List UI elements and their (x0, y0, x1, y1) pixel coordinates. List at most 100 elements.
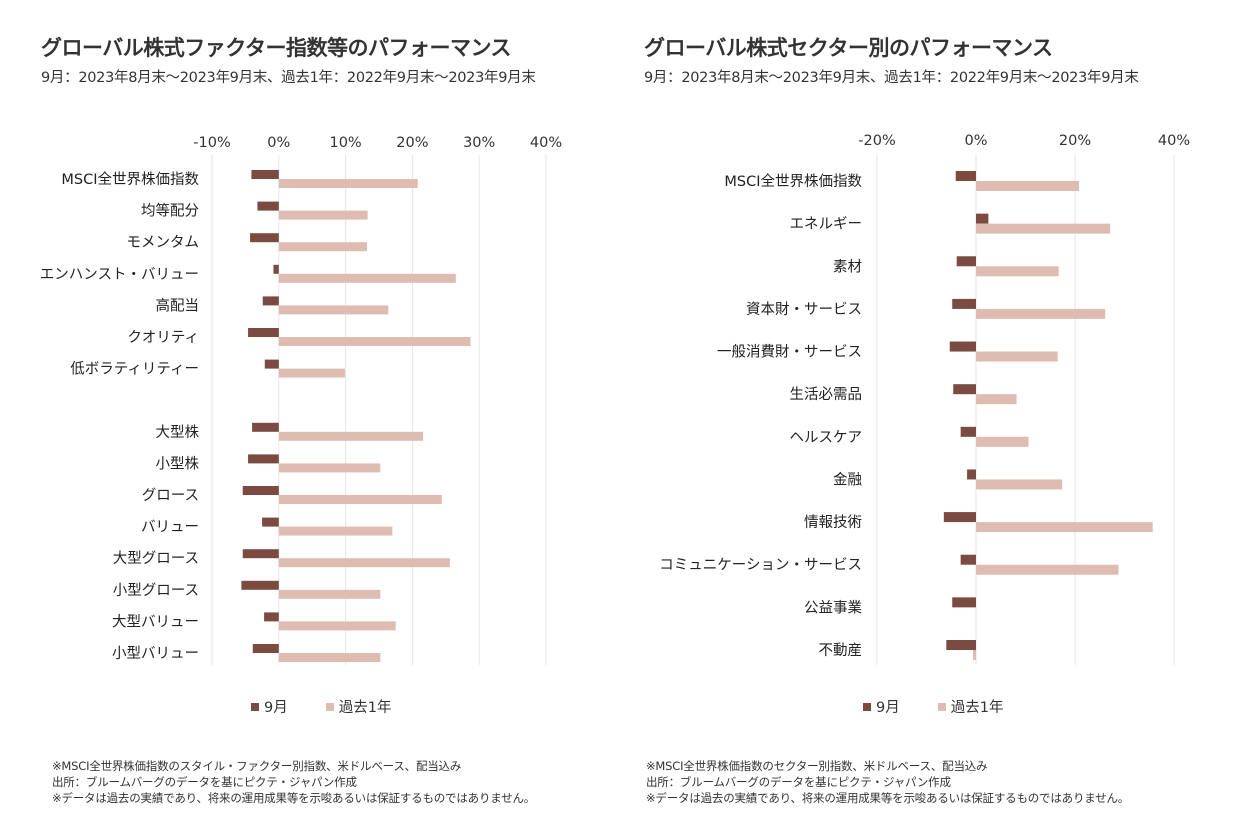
category-label: MSCI全世界株価指数 (724, 172, 862, 190)
x-tick-label: 40% (530, 135, 562, 151)
category-label: 小型グロース (113, 582, 199, 599)
bar-sep-公益事業 (952, 597, 976, 608)
bar-year-ヘルスケア (976, 436, 1029, 447)
legend-swatch-year (325, 702, 334, 711)
bar-sep-大型バリュー (264, 612, 279, 622)
bar-sep-エンハンスト・バリュー (273, 264, 279, 274)
bar-year-小型株 (278, 463, 381, 473)
x-tick-label: 20% (396, 135, 428, 151)
bar-year-エンハンスト・バリュー (278, 273, 456, 283)
factor-legend: 9月 過去1年 (251, 696, 429, 717)
category-label: 生活必需品 (790, 386, 863, 403)
legend-item-year: 過去1年 (325, 696, 392, 717)
bar-year-バリュー (278, 526, 393, 536)
factor-notes: ※MSCI全世界株価指数のスタイル・ファクター別指数、米ドルベース、配当込み 出… (52, 758, 535, 806)
bar-sep-生活必需品 (953, 384, 976, 395)
factor-chart-subtitle: 9月：2023年8月末～2023年9月末、過去1年：2022年9月末～2023年… (41, 70, 536, 86)
legend-swatch-year (937, 702, 946, 711)
category-label: 情報技術 (804, 514, 862, 531)
bar-sep-金融 (967, 469, 976, 480)
category-label: 不動産 (819, 642, 863, 659)
note-line: 出所：ブルームバーグのデータを基にピクテ・ジャパン作成 (52, 775, 357, 789)
legend-item-sep: 9月 (863, 696, 900, 717)
category-label: 素材 (833, 258, 862, 275)
legend-swatch-sep (251, 702, 259, 711)
bar-year-均等配分 (278, 210, 368, 220)
sector-panel: グローバル株式セクター別のパフォーマンス 9月：2023年8月末～2023年9月… (630, 0, 1259, 831)
bar-sep-ヘルスケア (960, 426, 976, 437)
bar-year-生活必需品 (976, 394, 1017, 405)
category-label: MSCI全世界株価指数 (61, 170, 199, 188)
sector-chart-subtitle: 9月：2023年8月末～2023年9月末、過去1年：2022年9月末～2023年… (644, 70, 1139, 86)
bar-sep-MSCI全世界株価指数 (955, 171, 976, 181)
bar-sep-不動産 (946, 640, 976, 650)
bar-sep-小型株 (248, 454, 279, 464)
bar-year-MSCI全世界株価指数 (976, 181, 1079, 191)
factor-chart-title: グローバル株式ファクター指数等のパフォーマンス (41, 36, 512, 60)
bar-sep-均等配分 (257, 201, 279, 211)
bar-sep-大型株 (252, 422, 279, 432)
bar-year-MSCI全世界株価指数 (278, 179, 418, 188)
category-label: コミュニケーション・サービス (659, 557, 862, 574)
bar-sep-モメンタム (250, 233, 279, 243)
category-label: 一般消費財・サービス (717, 344, 862, 361)
note-line: ※データは過去の実績であり、将来の運用成果等を示唆あるいは保証するものではありま… (646, 791, 1130, 805)
category-label: バリュー (141, 520, 199, 536)
sector-bar-chart: -20% 0% 20% 40% MSCI全世界株価指数エネルギー素材資本財・サービス一般… (659, 133, 1190, 665)
bar-sep-MSCI全世界株価指数 (251, 170, 279, 179)
sector-notes: ※MSCI全世界株価指数のセクター別指数、米ドルベース、配当込み 出所：ブルーム… (646, 758, 1129, 806)
bar-year-大型バリュー (278, 621, 396, 631)
legend-label-year: 過去1年 (338, 700, 392, 716)
bar-year-大型グロース (278, 558, 450, 568)
bar-year-一般消費財・サービス (976, 351, 1058, 362)
category-label: 金融 (833, 471, 862, 488)
x-tick-label: 40% (1158, 133, 1190, 149)
bar-year-素材 (976, 266, 1059, 277)
category-label: 小型株 (156, 455, 200, 472)
x-tick-label: 0% (267, 135, 290, 151)
x-tick-label: -20% (858, 133, 895, 149)
bar-year-グロース (278, 495, 442, 504)
bar-year-金融 (976, 479, 1063, 490)
note-line: ※データは過去の実績であり、将来の運用成果等を示唆あるいは保証するものではありま… (52, 791, 536, 805)
x-tick-label: 0% (964, 133, 987, 149)
category-label: 公益事業 (804, 599, 862, 616)
bar-sep-バリュー (262, 517, 279, 527)
category-label: グロース (142, 487, 199, 504)
bar-year-高配当 (278, 305, 389, 315)
bar-sep-小型バリュー (252, 644, 279, 653)
category-label: 大型グロース (113, 550, 199, 567)
bar-year-小型グロース (278, 589, 381, 599)
bar-year-エネルギー (976, 223, 1111, 234)
category-label: 大型株 (156, 424, 200, 441)
note-line: ※MSCI全世界株価指数のセクター別指数、米ドルベース、配当込み (646, 759, 988, 773)
bar-sep-低ボラティリティー (264, 359, 279, 369)
bar-sep-大型グロース (242, 549, 279, 559)
bar-year-不動産 (973, 650, 976, 660)
sector-chart-title: グローバル株式セクター別のパフォーマンス (644, 36, 1053, 60)
category-label: 大型バリュー (112, 613, 199, 630)
sector-legend: 9月 過去1年 (863, 696, 1041, 717)
legend-item-year: 過去1年 (937, 696, 1004, 717)
bar-sep-クオリティ (248, 328, 279, 337)
bar-year-大型株 (278, 431, 424, 441)
factor-panel: グローバル株式ファクター指数等のパフォーマンス 9月：2023年8月末～2023… (40, 36, 562, 806)
legend-swatch-sep (863, 702, 871, 711)
category-label: 低ボラティリティー (70, 361, 199, 378)
x-tick-label: -10% (193, 135, 230, 151)
bar-year-モメンタム (278, 242, 367, 252)
x-tick-label: 30% (463, 135, 495, 151)
bar-year-小型バリュー (278, 653, 381, 662)
bar-sep-高配当 (262, 296, 279, 306)
bar-sep-グロース (242, 486, 279, 495)
bar-year-資本財・サービス (976, 308, 1106, 319)
category-label: エンハンスト・バリュー (40, 267, 199, 283)
note-line: 出所：ブルームバーグのデータを基にピクテ・ジャパン作成 (646, 775, 951, 789)
legend-label-year: 過去1年 (950, 700, 1004, 716)
category-label: 資本財・サービス (746, 301, 862, 318)
legend-item-sep: 9月 (251, 696, 288, 717)
category-label: クオリティ (127, 329, 199, 346)
bar-year-コミュニケーション・サービス (976, 564, 1119, 575)
bar-year-情報技術 (976, 522, 1153, 533)
category-label: 高配当 (156, 297, 200, 314)
